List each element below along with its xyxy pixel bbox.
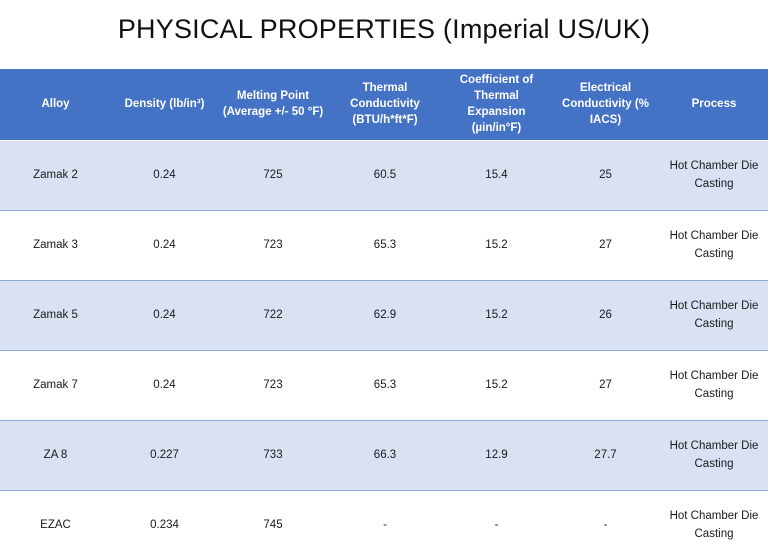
table-body: Zamak 2 0.24 725 60.5 15.4 25 Hot Chambe…: [0, 140, 768, 560]
table-header: Alloy Density (lb/in³) Melting Point (Av…: [0, 69, 768, 141]
cell-thermal-expansion: -: [442, 490, 551, 560]
table-row: Zamak 7 0.24 723 65.3 15.2 27 Hot Chambe…: [0, 350, 768, 421]
cell-process: Hot Chamber Die Casting: [660, 210, 768, 281]
cell-electrical-conductivity: 27: [551, 210, 660, 281]
table-row: Zamak 2 0.24 725 60.5 15.4 25 Hot Chambe…: [0, 140, 768, 211]
cell-melting-point: 723: [218, 350, 328, 421]
cell-melting-point: 725: [218, 140, 328, 211]
cell-electrical-conductivity: 27: [551, 350, 660, 421]
cell-thermal-expansion: 15.2: [442, 210, 551, 281]
cell-alloy: Zamak 5: [0, 280, 111, 351]
cell-density: 0.24: [111, 350, 218, 421]
cell-electrical-conductivity: 27.7: [551, 420, 660, 491]
physical-properties-table: Alloy Density (lb/in³) Melting Point (Av…: [0, 69, 768, 560]
cell-thermal-expansion: 15.4: [442, 140, 551, 211]
column-header-density: Density (lb/in³): [111, 69, 218, 141]
cell-thermal-conductivity: 66.3: [328, 420, 442, 491]
cell-melting-point: 723: [218, 210, 328, 281]
table-row: Zamak 3 0.24 723 65.3 15.2 27 Hot Chambe…: [0, 210, 768, 281]
column-header-electrical-conductivity: Electrical Conductivity (% IACS): [551, 69, 660, 141]
cell-alloy: Zamak 7: [0, 350, 111, 421]
column-header-thermal-expansion: Coefficient of Thermal Expansion (µin/in…: [442, 69, 551, 141]
cell-density: 0.227: [111, 420, 218, 491]
cell-melting-point: 733: [218, 420, 328, 491]
cell-density: 0.24: [111, 210, 218, 281]
cell-density: 0.24: [111, 280, 218, 351]
cell-density: 0.234: [111, 490, 218, 560]
cell-melting-point: 722: [218, 280, 328, 351]
cell-thermal-expansion: 15.2: [442, 280, 551, 351]
column-header-melting-point: Melting Point (Average +/- 50 °F): [218, 69, 328, 141]
cell-density: 0.24: [111, 140, 218, 211]
cell-alloy: ZA 8: [0, 420, 111, 491]
cell-thermal-conductivity: 62.9: [328, 280, 442, 351]
cell-electrical-conductivity: 25: [551, 140, 660, 211]
cell-process: Hot Chamber Die Casting: [660, 280, 768, 351]
cell-thermal-expansion: 15.2: [442, 350, 551, 421]
cell-thermal-conductivity: 65.3: [328, 350, 442, 421]
cell-process: Hot Chamber Die Casting: [660, 140, 768, 211]
table-row: EZAC 0.234 745 - - - Hot Chamber Die Cas…: [0, 490, 768, 560]
cell-alloy: EZAC: [0, 490, 111, 560]
column-header-thermal-conductivity: Thermal Conductivity (BTU/h*ft*F): [328, 69, 442, 141]
cell-process: Hot Chamber Die Casting: [660, 350, 768, 421]
column-header-process: Process: [660, 69, 768, 141]
cell-process: Hot Chamber Die Casting: [660, 490, 768, 560]
table-row: ZA 8 0.227 733 66.3 12.9 27.7 Hot Chambe…: [0, 420, 768, 491]
cell-alloy: Zamak 2: [0, 140, 111, 211]
page-title: PHYSICAL PROPERTIES (Imperial US/UK): [117, 14, 651, 44]
cell-alloy: Zamak 3: [0, 210, 111, 281]
cell-process: Hot Chamber Die Casting: [660, 420, 768, 491]
header-row: Alloy Density (lb/in³) Melting Point (Av…: [0, 69, 768, 141]
table-row: Zamak 5 0.24 722 62.9 15.2 26 Hot Chambe…: [0, 280, 768, 351]
cell-thermal-conductivity: 65.3: [328, 210, 442, 281]
column-header-alloy: Alloy: [0, 69, 111, 141]
cell-thermal-conductivity: 60.5: [328, 140, 442, 211]
cell-thermal-expansion: 12.9: [442, 420, 551, 491]
cell-electrical-conductivity: 26: [551, 280, 660, 351]
cell-melting-point: 745: [218, 490, 328, 560]
cell-thermal-conductivity: -: [328, 490, 442, 560]
cell-electrical-conductivity: -: [551, 490, 660, 560]
